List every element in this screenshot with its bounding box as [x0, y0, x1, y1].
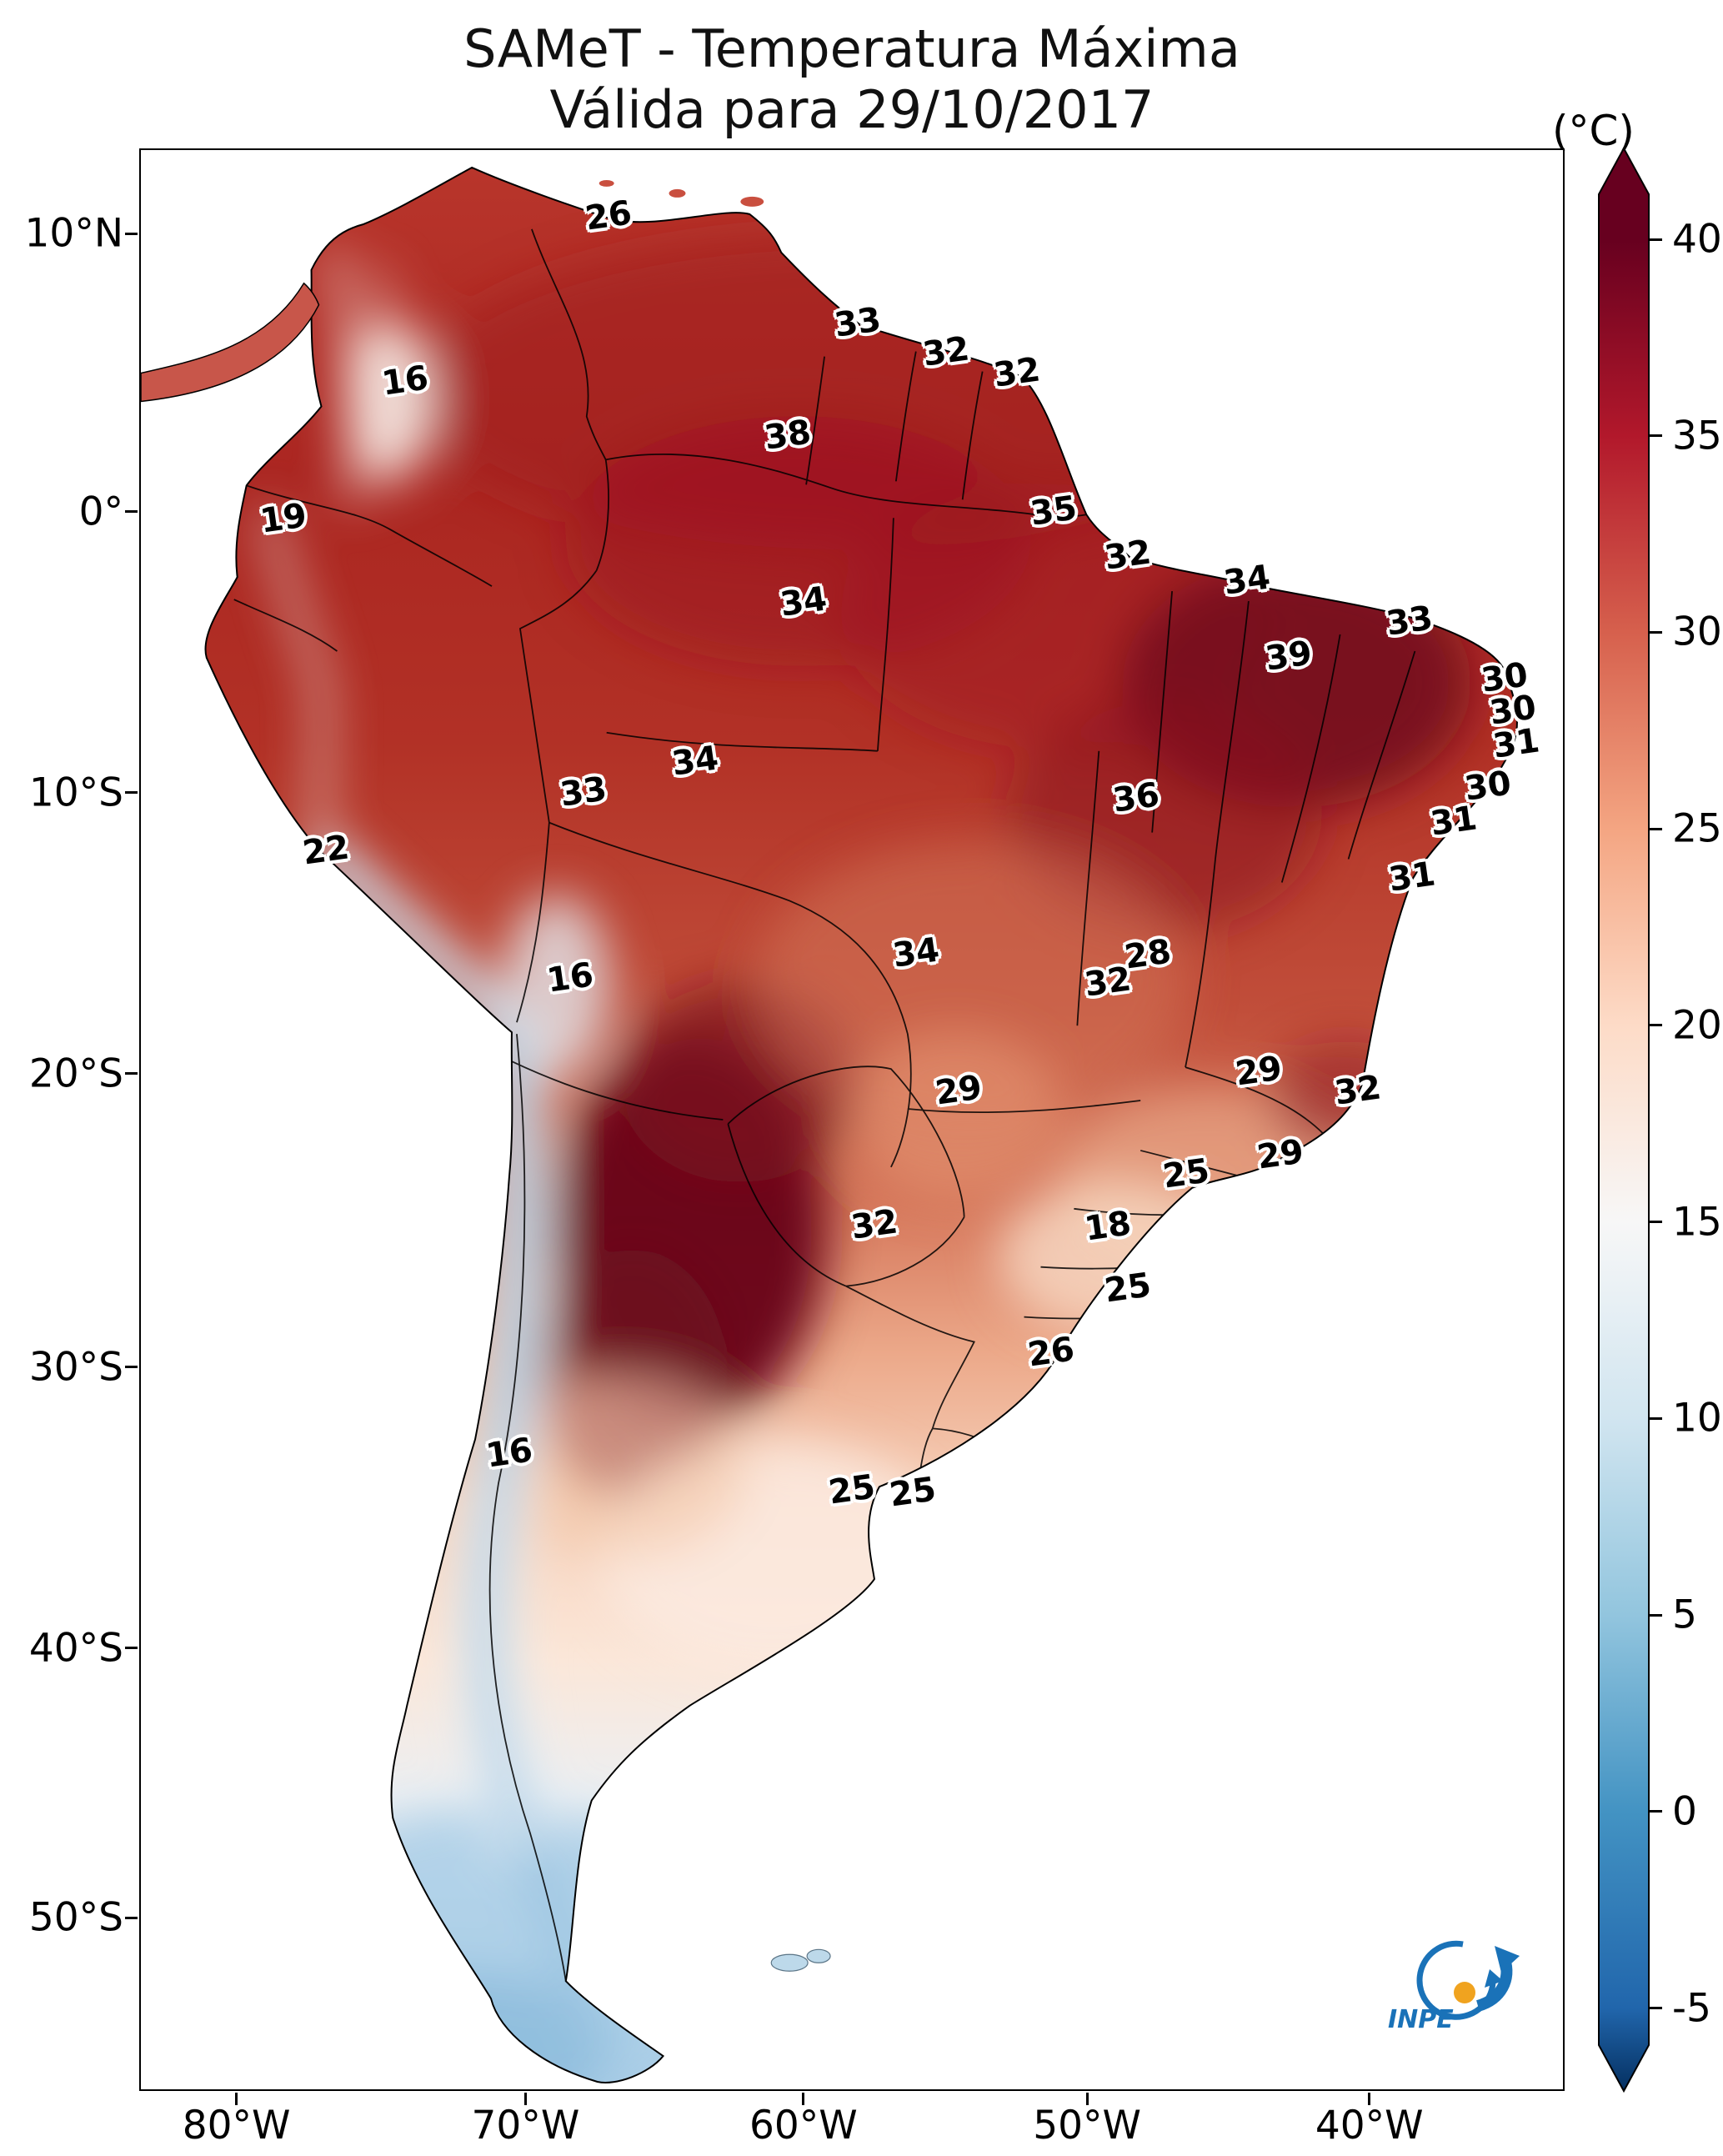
- lat-tick-mark: [125, 1072, 138, 1075]
- colorbar-tick-label: 35: [1672, 413, 1722, 459]
- colorbar-unit-label: (°C): [1552, 107, 1635, 155]
- lat-tick-label: 50°S: [28, 1894, 123, 1941]
- lat-tick-label: 30°S: [28, 1344, 123, 1391]
- colorbar-tick-label: 20: [1672, 1002, 1722, 1049]
- lon-tick-label: 80°W: [182, 2103, 291, 2148]
- lon-tick-mark: [802, 2093, 805, 2105]
- lon-tick-mark: [523, 2093, 527, 2105]
- colorbar-tick-mark: [1650, 827, 1662, 830]
- inpe-orange-dot-icon: [1454, 1982, 1475, 2003]
- lat-tick-label: 10°S: [28, 770, 123, 816]
- lon-tick-mark: [1368, 2093, 1371, 2105]
- colorbar-tick-mark: [1650, 238, 1662, 241]
- colorbar-tick-mark: [1650, 2007, 1662, 2010]
- map-plot-area: 26 33 32 32 16 38 19 35 32 34 34 33 39 30 30 31 34 33 36 30…: [139, 148, 1565, 2091]
- falkland-islands: [770, 1948, 831, 1972]
- colorbar-tick-label: 15: [1672, 1199, 1722, 1246]
- lat-tick-mark: [125, 1647, 138, 1650]
- lon-tick-mark: [235, 2093, 238, 2105]
- colorbar: 40 35 30 25 20 15 10 5 0 -5: [1598, 146, 1722, 2093]
- colorbar-tick-mark: [1650, 1810, 1662, 1813]
- colorbar-tick-label: 40: [1672, 216, 1722, 263]
- colorbar-tick-label: 30: [1672, 609, 1722, 655]
- lat-tick-label: 0°: [78, 489, 123, 535]
- title-line-2: Válida para 29/10/2017: [549, 79, 1155, 141]
- colorbar-tick-label: -5: [1672, 1985, 1711, 2032]
- lat-tick-mark: [125, 791, 138, 795]
- lat-tick-mark: [125, 232, 138, 235]
- lon-tick-label: 60°W: [749, 2103, 858, 2148]
- lon-tick-label: 50°W: [1033, 2103, 1142, 2148]
- figure-title: SAMeT - Temperatura Máxima Válida para 2…: [139, 18, 1565, 140]
- lat-tick-mark: [125, 510, 138, 514]
- lat-tick-label: 20°S: [28, 1050, 123, 1097]
- colorbar-tick-mark: [1650, 1221, 1662, 1224]
- lat-tick-label: 40°S: [28, 1625, 123, 1672]
- colorbar-tick-mark: [1650, 1416, 1662, 1420]
- inpe-swirl-arrowhead-icon: [1485, 1969, 1503, 1988]
- inpe-logo: INPE: [1388, 1940, 1520, 2034]
- title-line-1: SAMeT - Temperatura Máxima: [463, 18, 1240, 79]
- colorbar-tick-mark: [1650, 1613, 1662, 1617]
- colorbar-tick-mark: [1650, 434, 1662, 438]
- colorbar-tick-label: 5: [1672, 1592, 1697, 1638]
- lon-tick-mark: [1085, 2093, 1089, 2105]
- colorbar-gradient: [1598, 146, 1650, 2093]
- lat-tick-mark: [125, 1366, 138, 1369]
- colorbar-tick-label: 10: [1672, 1395, 1722, 1442]
- colorbar-tick-label: 25: [1672, 805, 1722, 852]
- panama-strip: [141, 282, 320, 403]
- inpe-logo-text: INPE: [1388, 2005, 1454, 2034]
- inpe-arrow-head-icon: [1495, 1946, 1520, 1973]
- colorbar-tick-mark: [1650, 1024, 1662, 1027]
- lon-tick-label: 40°W: [1315, 2103, 1424, 2148]
- colorbar-tick-label: 0: [1672, 1788, 1697, 1835]
- lat-tick-label: 10°N: [24, 210, 123, 257]
- lon-tick-label: 70°W: [471, 2103, 580, 2148]
- lat-tick-mark: [125, 1916, 138, 1919]
- colorbar-tick-mark: [1650, 630, 1662, 634]
- south-america-map: [141, 166, 1519, 2083]
- caribbean-islands: [599, 179, 764, 207]
